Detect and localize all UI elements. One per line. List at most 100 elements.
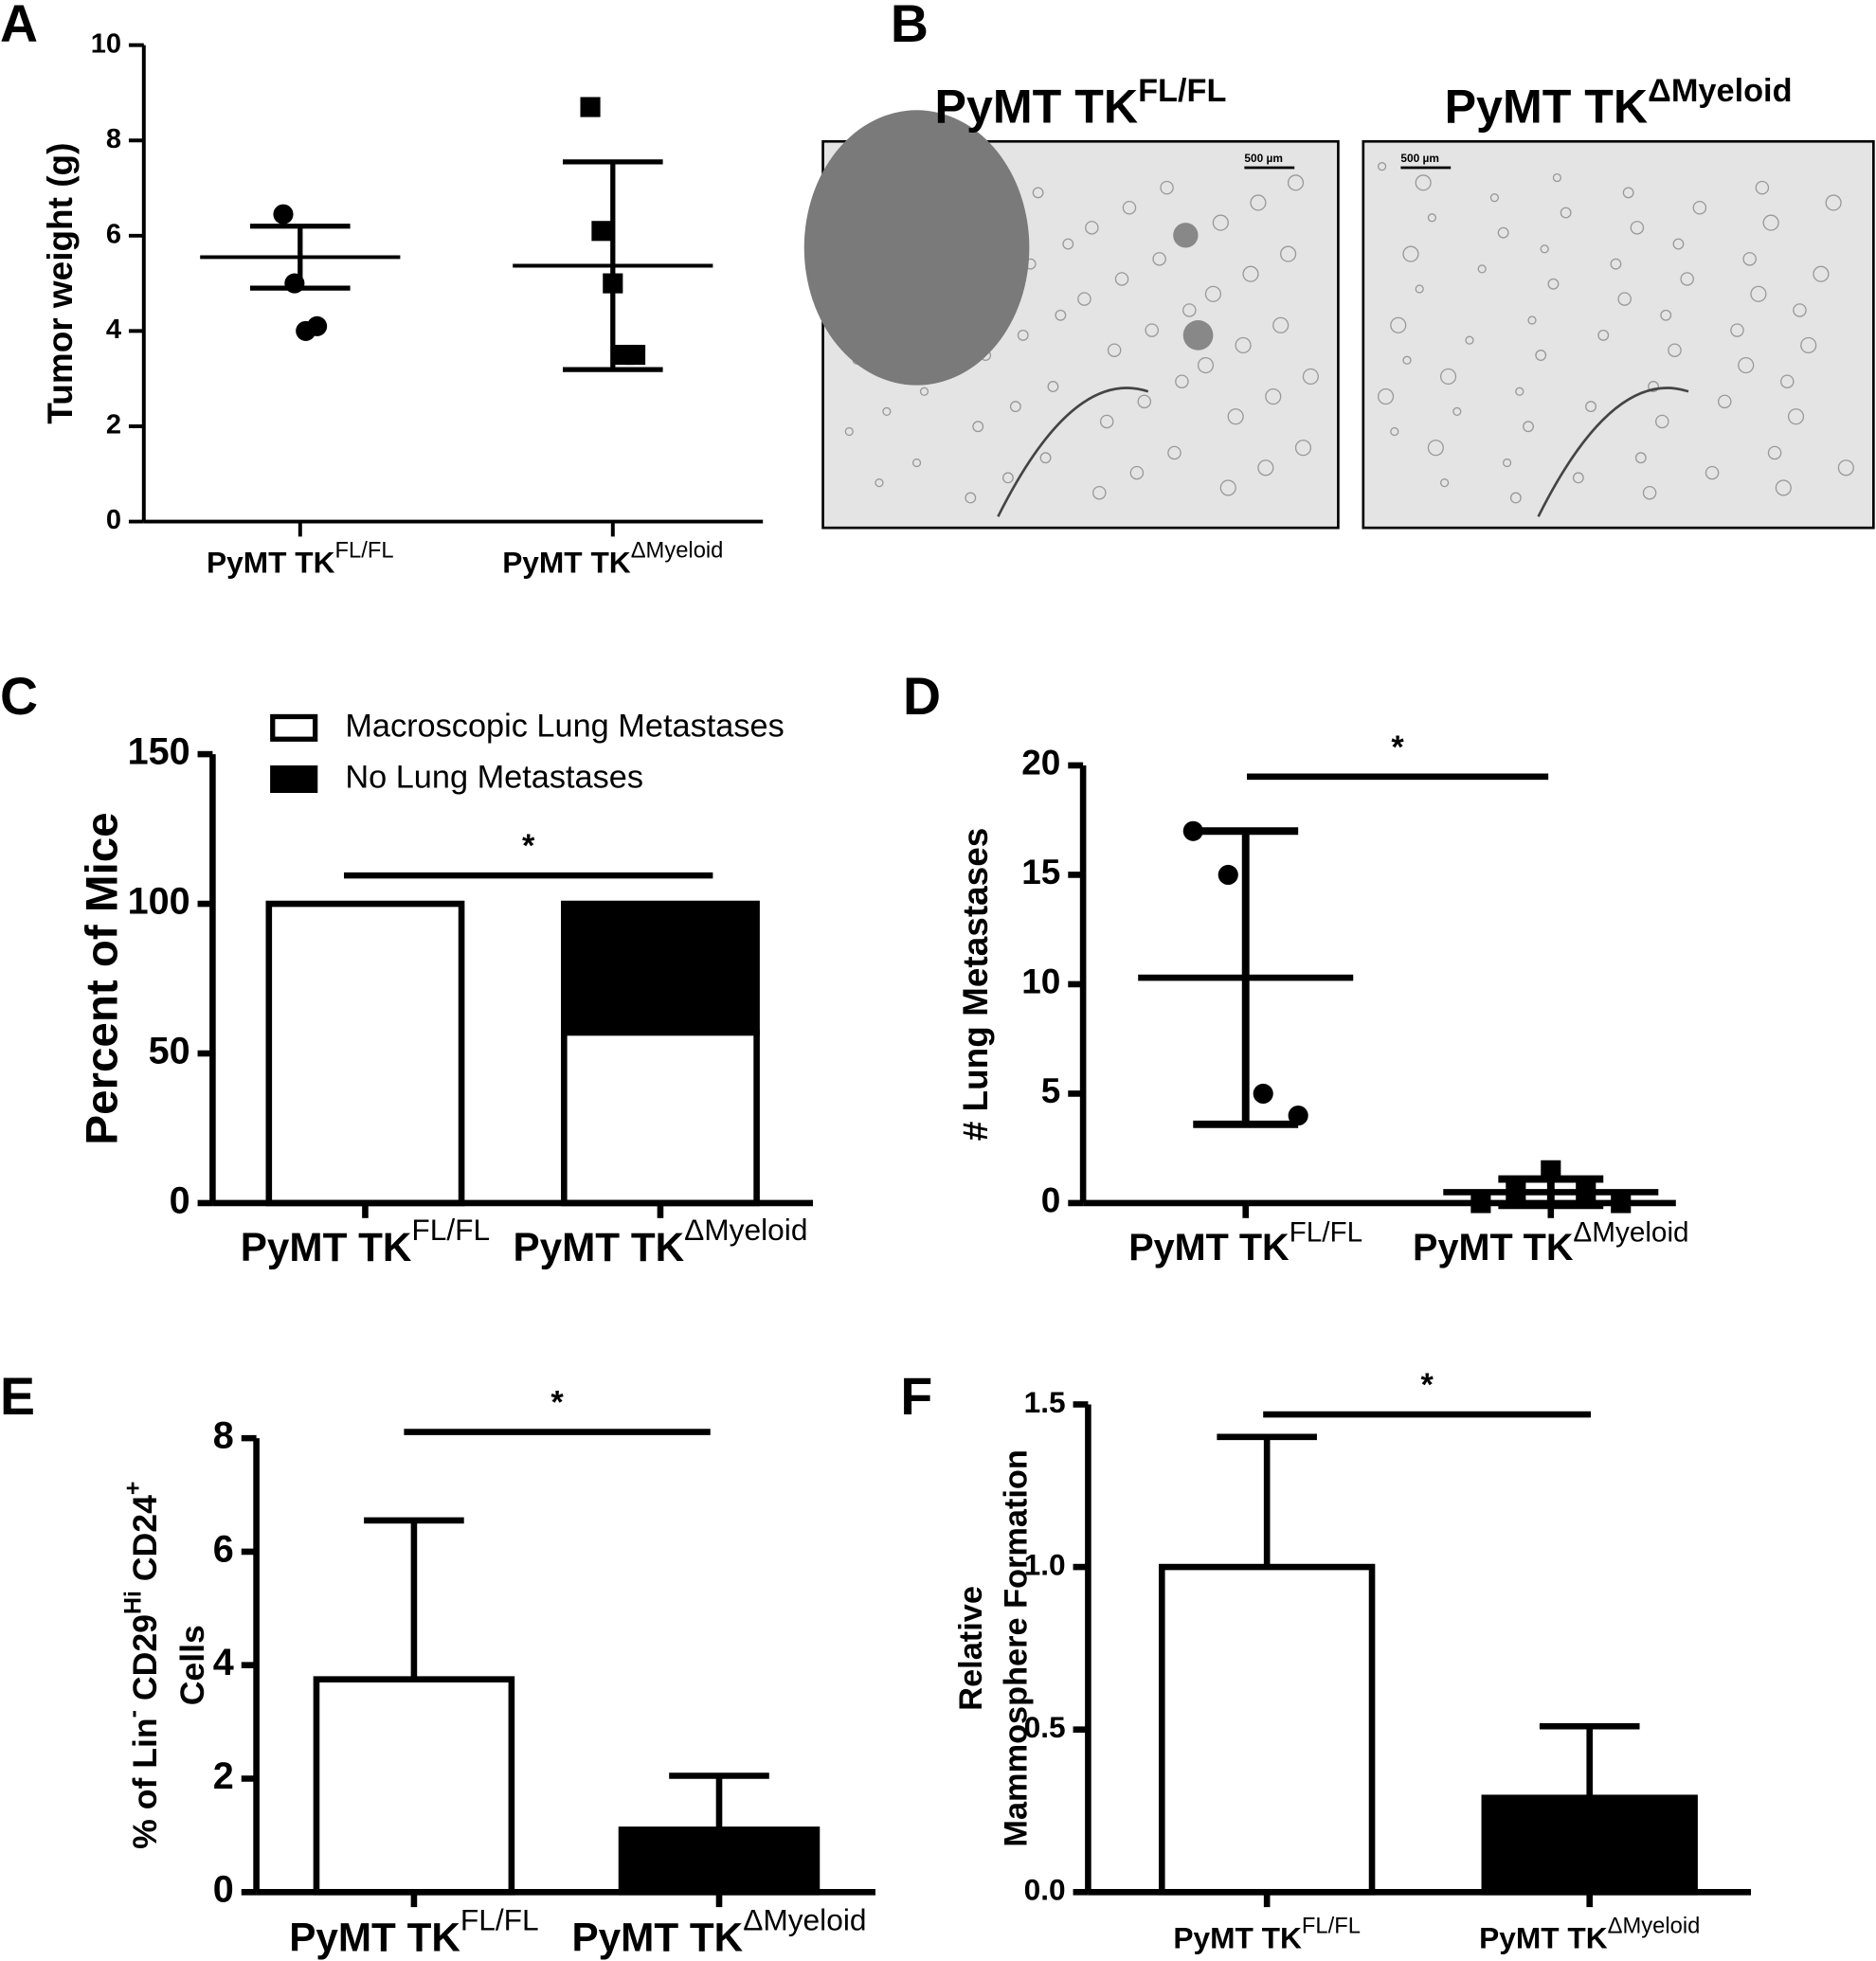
tissue-texture bbox=[1152, 252, 1166, 266]
y-axis-label: Cells bbox=[173, 1625, 211, 1705]
y-axis-label: Relative bbox=[953, 1586, 989, 1711]
category-superscript: FL/FL bbox=[1302, 1914, 1361, 1939]
panel-label: F bbox=[900, 1367, 932, 1426]
y-tick-label: 8 bbox=[213, 1415, 234, 1457]
tissue-texture bbox=[1001, 472, 1014, 484]
tissue-texture bbox=[972, 421, 984, 433]
tissue-texture bbox=[1680, 272, 1694, 286]
tissue-texture bbox=[1552, 172, 1562, 183]
data-point bbox=[1470, 1193, 1491, 1214]
tissue-texture bbox=[1465, 335, 1474, 345]
tissue-texture bbox=[1047, 381, 1059, 392]
tissue-texture bbox=[1145, 323, 1159, 337]
y-tick-label: 150 bbox=[128, 731, 190, 773]
tissue-texture bbox=[1497, 226, 1509, 239]
y-tick-label: 2 bbox=[213, 1755, 234, 1797]
tissue-texture bbox=[1250, 194, 1267, 211]
tissue-texture bbox=[1738, 356, 1755, 374]
tissue-texture bbox=[1055, 309, 1067, 321]
category-name: PyMT TK bbox=[572, 1916, 744, 1960]
tissue-texture bbox=[1692, 200, 1707, 215]
panel-label: E bbox=[0, 1367, 35, 1426]
airway bbox=[997, 387, 1149, 517]
tissue-texture bbox=[1280, 245, 1297, 262]
tissue-texture bbox=[1227, 408, 1244, 425]
tissue-texture bbox=[1402, 355, 1412, 365]
tissue-texture bbox=[1793, 303, 1807, 317]
tissue-texture bbox=[1837, 459, 1854, 477]
y-axis-label-superscript: + bbox=[119, 1482, 146, 1496]
tissue-texture bbox=[1755, 180, 1770, 195]
tumor-nodule bbox=[1173, 223, 1199, 248]
tissue-texture bbox=[1787, 408, 1805, 425]
y-axis-label-superscript: Hi bbox=[119, 1591, 146, 1614]
category-superscript: ΔMyeloid bbox=[631, 538, 724, 564]
x-tick-label: PyMT TKFL/FL bbox=[207, 538, 394, 580]
tissue-texture bbox=[1107, 343, 1122, 357]
data-point bbox=[625, 344, 646, 366]
bar bbox=[1481, 1794, 1698, 1896]
tissue-texture bbox=[1390, 426, 1399, 437]
x-tick-label: PyMT TKFL/FL bbox=[1128, 1216, 1362, 1268]
x-tick-label: PyMT TKFL/FL bbox=[241, 1213, 490, 1269]
category-name: PyMT TK bbox=[207, 546, 335, 580]
tissue-texture bbox=[1390, 316, 1407, 333]
category-superscript: FL/FL bbox=[411, 1213, 490, 1247]
y-tick-label: 0.5 bbox=[1024, 1710, 1066, 1744]
y-tick-label: 0 bbox=[213, 1869, 234, 1911]
tissue-texture bbox=[1167, 445, 1182, 460]
legend-label: No Lung Metastases bbox=[345, 760, 643, 796]
tissue-texture bbox=[1235, 336, 1252, 354]
bar bbox=[313, 1676, 515, 1896]
tissue-texture bbox=[1092, 485, 1107, 500]
tissue-texture bbox=[882, 406, 892, 417]
tissue-texture bbox=[1634, 452, 1647, 464]
y-tick-label: 10 bbox=[91, 28, 121, 59]
tissue-texture bbox=[1377, 387, 1395, 405]
tissue-texture bbox=[1762, 214, 1779, 231]
bar-segment bbox=[561, 900, 760, 1036]
tissue-texture bbox=[1780, 374, 1795, 388]
tissue-texture bbox=[1705, 465, 1720, 480]
data-point bbox=[307, 315, 328, 336]
category-name: PyMT TK bbox=[1479, 1921, 1608, 1955]
category-superscript: FL/FL bbox=[460, 1903, 539, 1937]
y-axis-label-part: % of Lin bbox=[126, 1718, 164, 1849]
tissue-texture bbox=[1402, 245, 1419, 262]
y-tick-label: 0.0 bbox=[1024, 1873, 1066, 1907]
tissue-texture bbox=[1137, 394, 1152, 409]
y-axis-label-superscript: - bbox=[119, 1710, 146, 1718]
tissue-texture bbox=[1610, 258, 1622, 270]
tissue-texture bbox=[1813, 265, 1830, 282]
scale-bar-label: 500 µm bbox=[1244, 152, 1283, 165]
tissue-texture bbox=[1509, 492, 1522, 504]
panel-label: C bbox=[0, 667, 38, 726]
tissue-texture bbox=[1204, 285, 1221, 302]
tissue-texture bbox=[1750, 285, 1767, 302]
category-name: PyMT TK bbox=[1128, 1228, 1290, 1269]
bar-segment bbox=[265, 900, 465, 1207]
tissue-texture bbox=[875, 478, 884, 488]
category-superscript: ΔMyeloid bbox=[684, 1213, 807, 1247]
image-title-superscript: ΔMyeloid bbox=[1648, 73, 1792, 109]
tissue-texture bbox=[1825, 194, 1842, 211]
y-tick-label: 50 bbox=[149, 1030, 190, 1071]
tissue-texture bbox=[1655, 414, 1669, 429]
x-tick-label: PyMT TKFL/FL bbox=[1173, 1914, 1361, 1955]
tissue-texture bbox=[1489, 193, 1500, 203]
category-name: PyMT TK bbox=[1173, 1921, 1302, 1955]
tissue-texture bbox=[1085, 221, 1099, 235]
scale-bar-label: 500 µm bbox=[1400, 152, 1439, 165]
category-name: PyMT TK bbox=[1413, 1228, 1574, 1269]
x-tick-label: PyMT TKΔMyeloid bbox=[513, 1213, 807, 1269]
y-axis-label-part: Mammosphere Formation bbox=[999, 1449, 1035, 1846]
category-name: PyMT TK bbox=[513, 1225, 684, 1269]
data-point bbox=[591, 221, 612, 242]
tumor-nodule bbox=[1182, 320, 1214, 351]
image-title-text: PyMT TK bbox=[1445, 81, 1649, 134]
data-point bbox=[273, 204, 294, 225]
tissue-texture bbox=[919, 387, 929, 396]
legend-swatch bbox=[270, 765, 318, 793]
image-title-text: PyMT TK bbox=[935, 81, 1139, 134]
tissue-texture bbox=[1077, 292, 1091, 306]
